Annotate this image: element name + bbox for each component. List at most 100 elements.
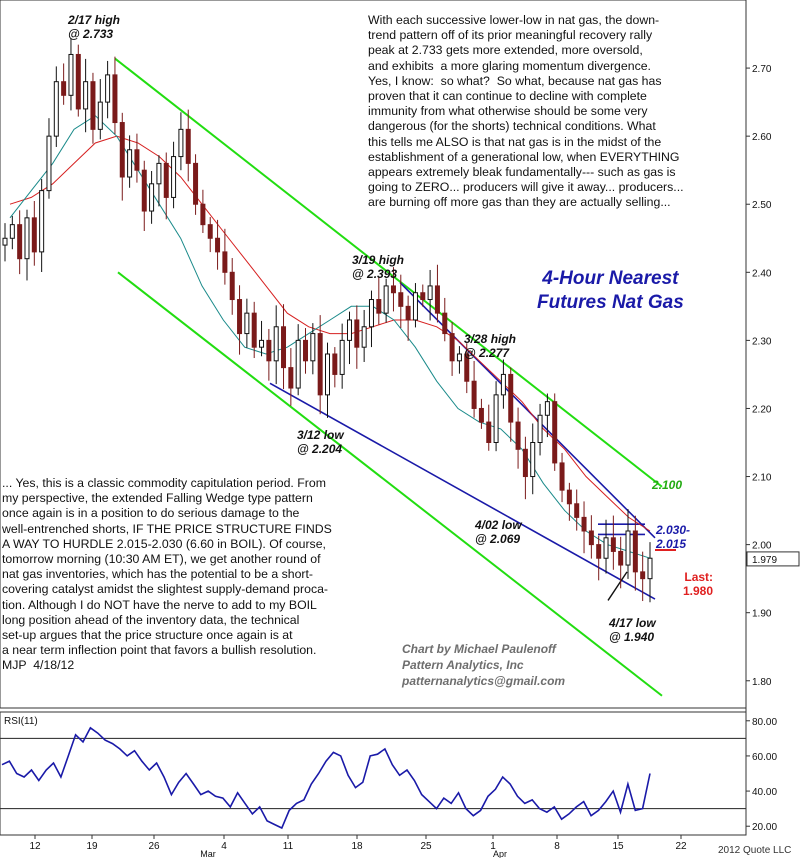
candle-body — [376, 299, 382, 314]
candle-body — [68, 53, 74, 96]
candle-body — [456, 353, 462, 362]
candle-body — [53, 81, 59, 137]
candle-body — [552, 401, 558, 464]
channel-upper-line — [114, 57, 663, 488]
chart-credit: Chart by Michael Paulenoff Pattern Analy… — [402, 642, 566, 688]
x-tick-label: 1 — [490, 841, 496, 852]
price-tick-label: 2.20 — [752, 404, 772, 415]
candle-body — [134, 149, 140, 171]
candle-body — [537, 414, 543, 443]
price-tick-label: 2.10 — [752, 473, 772, 484]
candle-body — [141, 169, 147, 212]
candle-body — [90, 81, 96, 130]
price-tick-label: 2.50 — [752, 200, 772, 211]
apr17-pointer — [607, 571, 628, 601]
candle-body — [325, 353, 330, 396]
candle-body — [207, 224, 213, 239]
label-last-price: Last: 1.980 — [683, 570, 714, 598]
candle-body — [368, 299, 374, 328]
candle-body — [442, 312, 448, 335]
candle-body — [625, 530, 631, 566]
x-month-label: Apr — [493, 849, 507, 858]
x-tick-label: 11 — [283, 841, 294, 852]
candle-body — [229, 271, 235, 301]
candle-body — [332, 353, 338, 375]
candle-body — [215, 237, 221, 253]
candle-body — [339, 339, 345, 375]
x-tick-label: 4 — [221, 841, 227, 852]
candle-body — [171, 156, 177, 198]
x-tick-label: 15 — [612, 841, 624, 852]
last-value-box — [746, 551, 800, 567]
candle-body — [420, 292, 426, 301]
chart-title: 4-Hour Nearest Futures Nat Gas — [537, 268, 684, 313]
wedge-lower-line — [269, 382, 656, 600]
price-tick-label: 2.40 — [752, 268, 772, 279]
candle-body — [75, 53, 81, 110]
copyright: 2012 Quote LLC — [718, 845, 792, 856]
price-tick-label: 2.60 — [752, 132, 772, 143]
candle-body — [383, 285, 389, 314]
x-month-label: Mar — [200, 849, 216, 858]
candle-body — [259, 339, 265, 348]
label-apr02-low: 4/02 low @ 2.069 — [475, 518, 522, 546]
candle-body — [200, 203, 206, 226]
candle-body — [185, 128, 191, 164]
candle-body — [251, 312, 257, 348]
candle-body — [508, 373, 514, 423]
candle-body — [449, 333, 455, 362]
candle-body — [46, 135, 52, 192]
candle-body — [346, 319, 352, 341]
x-tick-label: 25 — [420, 841, 432, 852]
candle-body — [61, 81, 67, 96]
candle-body — [17, 224, 23, 260]
candle-body — [464, 353, 470, 382]
candle-body — [434, 285, 440, 314]
candle-body — [97, 101, 103, 130]
price-tick-label: 1.90 — [752, 609, 772, 620]
candle-body — [178, 128, 184, 158]
rsi-line — [1, 726, 651, 830]
candle-body — [596, 544, 602, 559]
candle-body — [83, 81, 89, 110]
candle-body — [9, 224, 15, 239]
price-tick-label: 2.70 — [752, 64, 772, 75]
rsi-tick-label: 20.00 — [752, 822, 777, 833]
candle-body — [632, 530, 638, 573]
candle-body — [24, 217, 30, 260]
candle-body — [39, 190, 45, 253]
candle-body — [471, 380, 477, 409]
candle-body — [405, 305, 411, 321]
candle-body — [647, 557, 653, 580]
candle-body — [493, 394, 499, 444]
candle-body — [119, 122, 125, 178]
rsi-panel-label: RSI(11) — [4, 716, 38, 727]
x-tick-label: 8 — [554, 841, 560, 852]
candle-body — [486, 421, 492, 444]
candle-body — [127, 149, 133, 178]
label-level-2030: 2.030- 2.015 — [656, 523, 691, 551]
candle-body — [361, 326, 367, 348]
label-level-2100: 2.100 — [652, 478, 683, 492]
candle-body — [559, 462, 565, 491]
candle-body — [427, 285, 433, 301]
x-tick-label: 18 — [351, 841, 363, 852]
candle-body — [515, 421, 521, 450]
candle-body — [244, 312, 250, 335]
candle-body — [310, 333, 316, 362]
x-tick-label: 22 — [675, 841, 687, 852]
candle-body — [149, 183, 155, 212]
candle-body — [105, 74, 111, 103]
candle-body — [354, 319, 360, 348]
candle-body — [112, 74, 118, 124]
label-mar28-high: 3/28 high @ 2.277 — [464, 332, 517, 360]
rsi-tick-label: 60.00 — [752, 752, 777, 763]
label-apr17-low: 4/17 low @ 1.940 — [609, 616, 656, 644]
candle-body — [295, 339, 301, 389]
candle-body — [288, 367, 294, 389]
price-tick-label: 1.80 — [752, 677, 772, 688]
x-tick-label: 26 — [148, 841, 160, 852]
moving-average-2 — [9, 115, 651, 559]
